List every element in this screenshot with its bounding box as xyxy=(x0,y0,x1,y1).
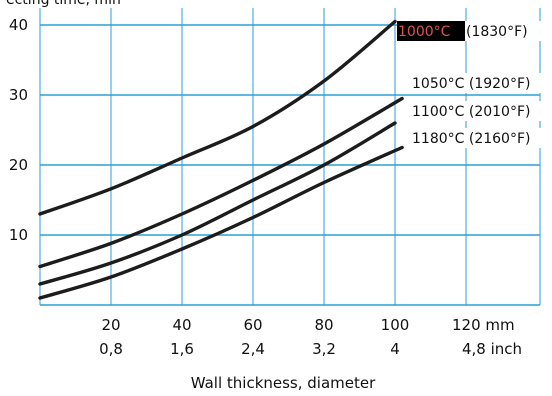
series-line-2 xyxy=(38,121,397,286)
x-tick-inch-3: 3,2 xyxy=(312,340,336,358)
series-label-highlighted: 1000°C xyxy=(398,24,451,40)
curves xyxy=(38,19,404,300)
clipped-top-text: ecting time, min xyxy=(6,0,121,8)
series-label-bg-0 xyxy=(465,21,552,41)
series-label-1: 1050°C (1920°F) xyxy=(412,76,530,92)
x-tick-inch-0: 0,8 xyxy=(99,340,123,358)
series-line-0 xyxy=(38,19,397,216)
x-tick-inch-2: 2,4 xyxy=(241,340,265,358)
series-label-3: 1180°C (2160°F) xyxy=(412,131,530,147)
x-tick-inch-4: 4 xyxy=(390,340,400,358)
y-tick-label-10: 10 xyxy=(9,226,28,244)
series-labels: 1000°C (1830°F) 1050°C (1920°F) 1100°C (201… xyxy=(397,21,552,148)
series-label-bg-2 xyxy=(410,101,542,121)
series-label-bg-1 xyxy=(410,73,542,93)
y-tick-label-40: 40 xyxy=(9,16,28,34)
series-label-highlight-box xyxy=(397,21,465,41)
series-line-1 xyxy=(38,96,404,269)
series-line-3 xyxy=(38,145,404,300)
y-tick-label-30: 30 xyxy=(9,86,28,104)
x-axis-label: Wall thickness, diameter xyxy=(191,374,376,392)
x-tick-mm-2: 60 xyxy=(243,316,262,334)
x-tick-mm-1: 40 xyxy=(172,316,191,334)
x-tick-mm-5: 120 mm xyxy=(452,316,515,334)
x-tick-inch-1: 1,6 xyxy=(170,340,194,358)
x-tick-mm-0: 20 xyxy=(101,316,120,334)
x-tick-mm-4: 100 xyxy=(381,316,410,334)
series-label-2: 1100°C (2010°F) xyxy=(412,104,530,120)
series-label-0: (1830°F) xyxy=(466,24,528,40)
x-tick-inch-5: 4,8 inch xyxy=(462,340,522,358)
x-tick-mm-3: 80 xyxy=(314,316,333,334)
axis-ticks: 10 20 30 40 20 0,8 40 1,6 60 2,4 80 3,2 100 4 120 mm 4,… xyxy=(9,16,522,358)
y-tick-label-20: 20 xyxy=(9,156,28,174)
series-label-bg-3 xyxy=(410,128,542,148)
